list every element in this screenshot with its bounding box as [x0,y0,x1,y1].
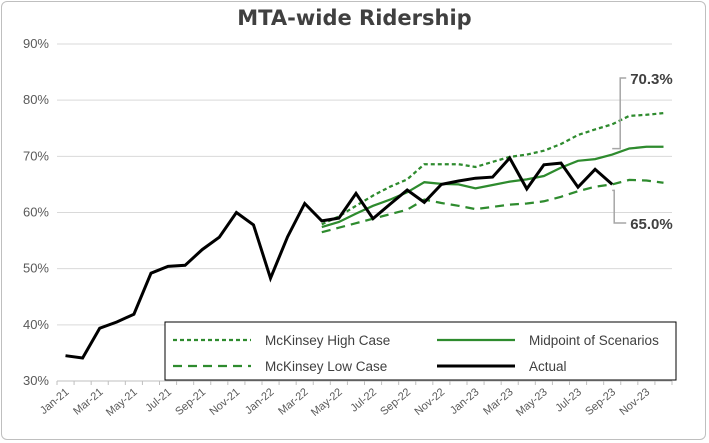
callouts: 70.3% 65.0% [612,71,673,233]
series-line-mckinsey-low-case [321,178,664,234]
x-tick-label: Mar-23 [481,386,515,418]
x-tick-label: Jan-21 [38,386,71,417]
legend-box [164,321,677,381]
x-tick-label: May-22 [309,386,345,419]
x-tick-label: Nov-21 [207,386,242,418]
x-tick-label: Jul-22 [348,386,379,414]
y-tick-label: 40% [23,317,49,332]
x-tick-label: Jul-23 [553,386,584,414]
x-tick-label: May-23 [514,386,550,419]
series-line-actual [65,155,614,360]
chart-title: MTA-wide Ridership [237,6,472,30]
series-line-midpoint-of-scenarios [321,145,664,229]
x-tick-label: Nov-22 [412,386,447,418]
x-tick-label: Sep-23 [583,386,618,418]
x-tick-label: Jan-23 [448,386,481,417]
x-tick-label: Jan-22 [243,386,276,417]
x-tick-label: Jul-21 [143,386,174,414]
x-tick-label: Nov-23 [617,386,652,418]
legend-label: Midpoint of Scenarios [529,333,659,348]
y-tick-label: 70% [23,148,49,163]
callout-leader [612,189,627,224]
legend-label: Actual [529,359,567,374]
callout-leader [612,77,627,150]
x-tick-label: Sep-22 [378,386,413,418]
legend-label: McKinsey Low Case [265,359,387,374]
legend-label: McKinsey High Case [265,333,390,348]
callout-label: 65.0% [630,216,673,233]
y-tick-label: 60% [23,205,49,220]
x-tick-label: May-21 [104,386,140,419]
series-lines [65,111,664,360]
y-tick-label: 80% [23,92,49,107]
series-line-mckinsey-high-case [321,111,664,226]
callout-label: 70.3% [630,71,673,88]
y-tick-label: 30% [23,373,49,388]
y-axis-ticks: 30% 40% 50% 60% 70% 80% 90% [23,36,49,388]
legend: McKinsey High Case Midpoint of Scenarios M… [164,321,677,381]
x-tick-label: Mar-21 [71,386,105,418]
x-tick-label: Mar-22 [276,386,310,418]
x-tick-label: Sep-21 [173,386,208,418]
y-tick-label: 90% [23,36,49,51]
y-tick-label: 50% [23,261,49,276]
